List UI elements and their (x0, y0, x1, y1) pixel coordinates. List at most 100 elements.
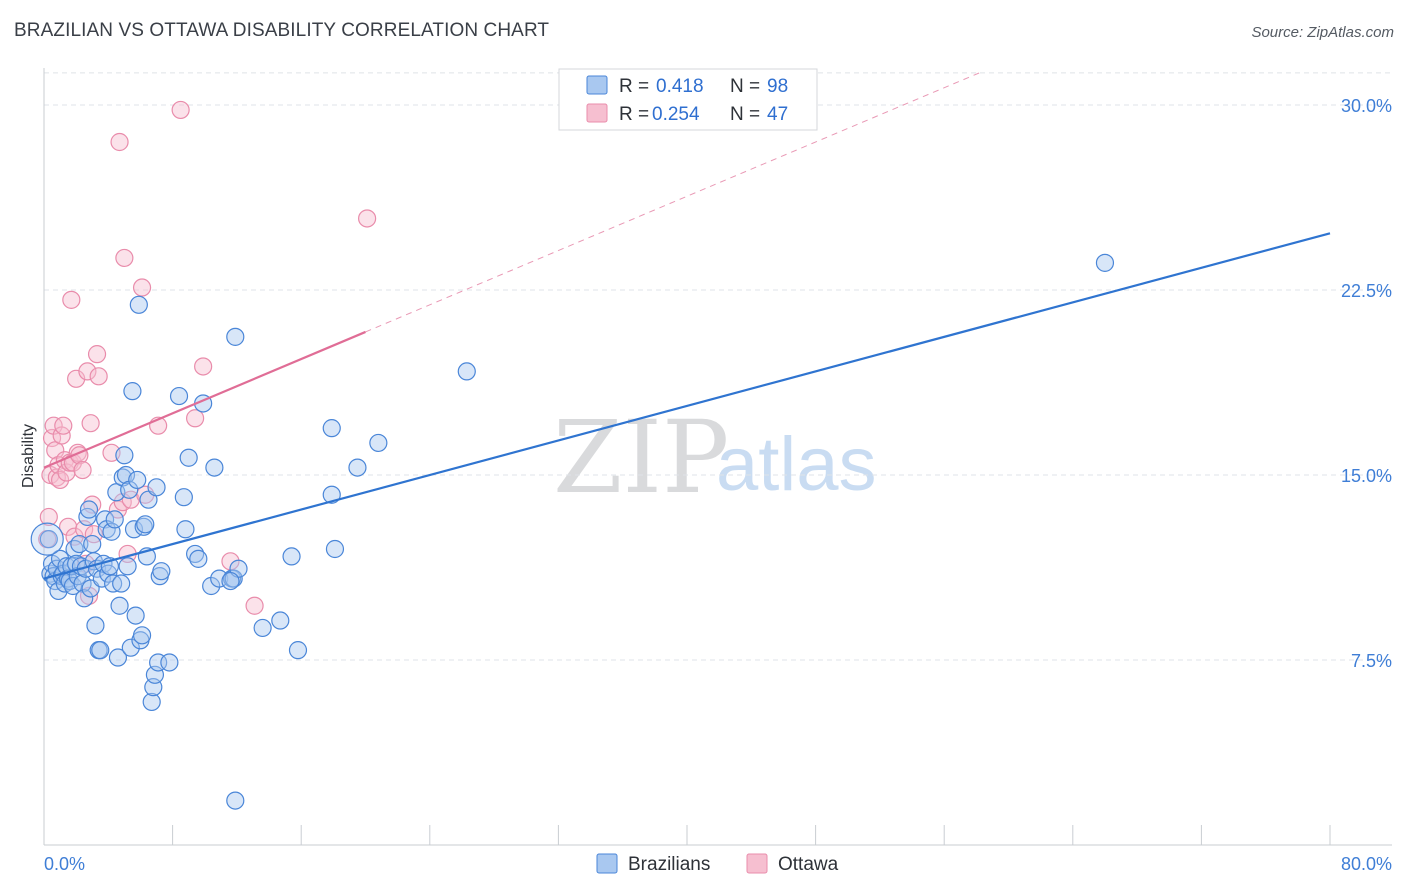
ottawa-point (171, 100, 190, 120)
brazilian-point (39, 530, 58, 549)
brazilian-point (160, 653, 179, 672)
brazilian-point (322, 485, 341, 504)
brazilian-point (115, 446, 134, 465)
brazilian-point (325, 539, 345, 559)
ottawa-point (245, 596, 264, 615)
brazilian-point (142, 692, 161, 712)
ottawa-point (63, 453, 83, 472)
brazilian-point (123, 382, 142, 401)
brazilian-point (112, 574, 131, 593)
ottawa-trend-extension (365, 72, 980, 333)
brazilian-point (105, 510, 124, 529)
brazilian-point (83, 534, 102, 554)
brazilian-cluster-point (30, 522, 64, 556)
brazilian-point (176, 520, 195, 539)
brazilian-point (224, 569, 243, 588)
legend-r-value-1: 0.254 (652, 104, 700, 125)
brazilian-point (169, 386, 189, 406)
brazilian-point (189, 549, 208, 568)
brazilian-point (121, 638, 140, 657)
x-ticks (43, 825, 1331, 845)
brazilian-point (91, 641, 110, 660)
brazilian-point (132, 626, 152, 645)
brazilian-point (348, 458, 367, 477)
brazilian-point (78, 507, 97, 527)
ottawa-point (115, 248, 134, 268)
legend-n-label-0: N = (730, 76, 760, 97)
chart-title: BRAZILIAN VS OTTAWA DISABILITY CORRELATI… (14, 20, 550, 41)
brazilian-point (118, 557, 137, 576)
y-tick-label: 30.0% (1341, 96, 1392, 116)
ottawa-point (110, 132, 129, 152)
bottom-legend: Brazilians Ottawa (596, 853, 839, 875)
brazilian-point (110, 596, 129, 615)
brazilian-point (186, 544, 205, 564)
y-tick-label: 22.5% (1341, 281, 1392, 301)
brazilian-point (210, 569, 229, 588)
x-tick-label-min: 0.0% (44, 854, 85, 874)
brazilian-point (271, 611, 290, 630)
brazilian-point (116, 465, 136, 485)
axes (43, 68, 1392, 846)
brazilians-points (30, 253, 1115, 810)
ottawa-point (194, 357, 213, 376)
y-tick-labels: 7.5% 15.0% 22.5% 30.0% (1341, 96, 1392, 671)
ottawa-point (39, 507, 58, 527)
brazilian-point (75, 589, 94, 608)
brazilian-point (79, 500, 99, 519)
brazilian-point (174, 488, 193, 507)
brazilian-point (457, 362, 476, 381)
bottom-legend-ottawa: Ottawa (778, 854, 839, 875)
ottawa-point (62, 290, 81, 309)
brazilian-point (1095, 253, 1115, 272)
watermark-atlas: atlas (716, 422, 877, 507)
brazilian-point (226, 791, 245, 810)
brazilian-point (322, 419, 341, 438)
legend-swatch-ottawa (586, 103, 608, 123)
brazilian-point (179, 448, 198, 467)
brazilian-point (128, 470, 147, 490)
ottawa-point (78, 362, 97, 381)
ottawa-point (81, 414, 100, 433)
legend-r-label-1: R = (619, 104, 649, 125)
brazilian-point (221, 571, 240, 591)
ottawa-trend-line (43, 330, 366, 469)
brazilians-trend-line (43, 232, 1331, 580)
bottom-legend-swatch-ottawa (746, 853, 768, 874)
source-credit: Source: ZipAtlas.com (1251, 24, 1394, 41)
brazilian-point (253, 618, 272, 638)
x-tick-label-max: 80.0% (1341, 854, 1392, 874)
legend-r-label-0: R = (619, 76, 649, 97)
ottawa-point (87, 345, 107, 364)
ottawa-point (132, 278, 152, 297)
brazilian-point (108, 648, 128, 667)
brazilian-point (86, 616, 105, 635)
brazilian-point (226, 327, 245, 346)
y-tick-label: 15.0% (1341, 466, 1392, 486)
legend-n-value-0: 98 (767, 76, 788, 97)
legend-r-value-0: 0.418 (656, 76, 704, 97)
y-axis-label: Disability (20, 424, 37, 488)
trend-lines (43, 72, 1331, 580)
ottawa-point (73, 460, 92, 480)
brazilian-point (126, 606, 145, 625)
watermark-zip: ZIP (553, 399, 729, 516)
brazilian-point (369, 433, 388, 453)
brazilian-point (70, 534, 89, 554)
brazilian-point (136, 515, 155, 534)
legend-n-label-1: N = (730, 104, 760, 125)
bottom-legend-brazilians: Brazilians (628, 854, 710, 875)
brazilian-point (288, 641, 308, 660)
bottom-legend-swatch-brazilians (596, 853, 618, 874)
ottawa-point (89, 367, 108, 386)
legend-swatch-brazilians (586, 75, 608, 95)
brazilian-point (152, 562, 171, 581)
ottawa-point (186, 409, 205, 428)
legend-box: R = 0.418 N = 98 R = 0.254 N = 47 (558, 68, 818, 131)
ottawa-point (67, 369, 86, 388)
ottawa-point (50, 470, 70, 490)
y-tick-label: 7.5% (1351, 651, 1392, 671)
ottawa-point (358, 209, 377, 228)
brazilian-point (205, 458, 224, 477)
